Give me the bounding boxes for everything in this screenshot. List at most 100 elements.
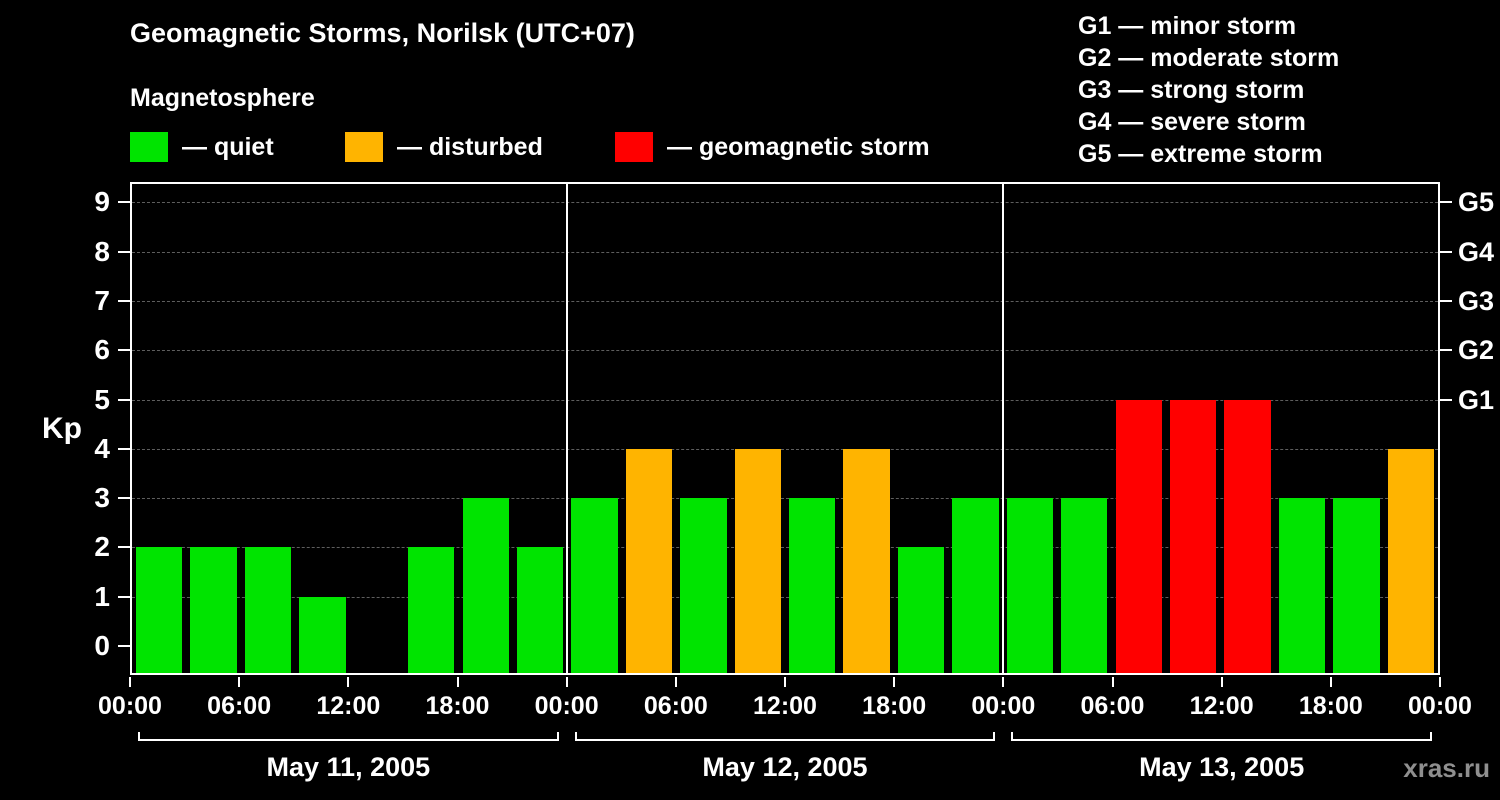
right-axis-tick	[1440, 250, 1452, 253]
right-axis-label: G5	[1458, 187, 1495, 218]
y-axis-tick	[118, 447, 130, 450]
x-axis-label: 18:00	[862, 692, 927, 720]
x-axis-label: 00:00	[1408, 692, 1472, 720]
kp-bar	[680, 498, 727, 673]
kp-bar	[1061, 498, 1108, 673]
chart-title: Geomagnetic Storms, Norilsk (UTC+07)	[130, 18, 635, 48]
storm-scale-item: G2 — moderate storm	[1078, 44, 1340, 72]
legend-label: — quiet	[182, 132, 274, 161]
day-separator-line	[566, 184, 569, 673]
legend-swatch	[345, 132, 383, 162]
y-axis-tick	[118, 595, 130, 598]
x-axis-tick	[456, 677, 459, 687]
gridline-kp-4	[132, 448, 1438, 450]
y-axis-label: 3	[94, 482, 110, 514]
x-axis-tick	[1111, 677, 1114, 687]
right-axis-label: G2	[1458, 335, 1495, 366]
x-axis-tick	[565, 677, 568, 687]
gridline-kp-7	[132, 300, 1438, 302]
x-axis-tick	[1329, 677, 1332, 687]
right-axis-label: G3	[1458, 285, 1495, 316]
storm-scale-item: G1 — minor storm	[1078, 12, 1297, 40]
storm-scale-item: G4 — severe storm	[1078, 108, 1306, 136]
gridline-kp-6	[132, 350, 1438, 352]
legend-swatch	[615, 132, 653, 162]
storm-scale-legend: G1 — minor storm G2 — moderate storm G3 — …	[1078, 10, 1339, 170]
date-label: May 11, 2005	[266, 752, 431, 782]
gridline-kp-2	[132, 547, 1438, 549]
plot-area	[130, 182, 1440, 675]
x-axis-label: 00:00	[971, 692, 1036, 720]
legend-label: — disturbed	[397, 132, 543, 161]
y-axis-label: 2	[94, 531, 110, 563]
x-axis-label: 06:00	[207, 692, 272, 720]
y-axis-label: 9	[94, 186, 110, 218]
chart-subtitle: Magnetosphere	[130, 84, 315, 112]
gridline-kp-5	[132, 399, 1438, 401]
x-axis-label: 00:00	[534, 692, 599, 720]
y-axis-label: 0	[94, 630, 110, 661]
y-axis-tick	[118, 349, 130, 352]
x-axis-tick	[674, 677, 677, 687]
y-axis-tick	[118, 250, 130, 253]
kp-bar	[952, 498, 999, 673]
gridline-kp-1	[132, 596, 1438, 598]
kp-bar	[789, 498, 836, 673]
x-axis-label: 06:00	[643, 692, 708, 720]
y-axis-label: 6	[94, 334, 110, 366]
legend-label: — geomagnetic storm	[667, 132, 930, 161]
y-axis-tick	[118, 546, 130, 549]
right-axis-tick	[1440, 349, 1452, 352]
kp-bar	[571, 498, 618, 673]
kp-bar	[136, 547, 183, 673]
date-bracket	[1011, 732, 1432, 741]
kp-bar	[1278, 498, 1326, 673]
kp-bar	[1006, 498, 1054, 673]
x-axis-label: 12:00	[316, 692, 381, 720]
right-axis-label: G1	[1458, 384, 1495, 415]
kp-bar	[516, 547, 564, 673]
legend-item: — quiet	[130, 132, 274, 162]
kp-bar	[1224, 399, 1271, 673]
gridline-kp-3	[132, 498, 1438, 500]
right-axis-tick	[1440, 398, 1452, 401]
date-label: May 12, 2005	[702, 752, 868, 782]
storm-scale-item: G5 — extreme storm	[1078, 140, 1323, 168]
kp-bar	[843, 448, 890, 673]
kp-bar	[1333, 498, 1380, 673]
watermark: xras.ru	[1403, 753, 1490, 783]
y-axis-label: 8	[94, 235, 110, 267]
storm-scale-item: G3 — strong storm	[1078, 76, 1305, 104]
y-axis-tick	[118, 398, 130, 401]
y-axis-tick	[118, 497, 130, 500]
right-axis-tick	[1440, 201, 1452, 204]
right-axis-label: G4	[1458, 236, 1495, 267]
kp-bar	[299, 596, 346, 673]
x-axis-tick	[1439, 677, 1441, 687]
date-bracket	[138, 732, 559, 741]
x-axis-label: 06:00	[1080, 692, 1145, 720]
kp-bar	[897, 547, 945, 673]
legend-item: — geomagnetic storm	[615, 132, 930, 162]
kp-bar	[1387, 448, 1434, 673]
kp-bar	[1169, 399, 1217, 673]
date-bracket	[574, 732, 996, 741]
x-axis-label: 00:00	[98, 692, 162, 720]
y-axis-label: 5	[94, 383, 110, 415]
right-axis-tick	[1440, 299, 1452, 302]
x-axis-tick	[784, 677, 786, 687]
kp-bar	[244, 547, 292, 673]
gridline-kp-8	[132, 251, 1438, 253]
x-axis-tick	[347, 677, 350, 687]
x-axis-label: 18:00	[1298, 692, 1363, 720]
y-axis-tick	[118, 299, 130, 302]
kp-bar	[625, 448, 673, 673]
y-axis-title: Kp	[42, 412, 82, 445]
legend-item: — disturbed	[345, 132, 543, 162]
kp-bar	[190, 547, 237, 673]
x-axis-label: 12:00	[1189, 692, 1254, 720]
x-axis-label: 12:00	[753, 692, 817, 720]
y-axis-label: 4	[94, 432, 110, 464]
day-separator-line	[1001, 184, 1004, 673]
